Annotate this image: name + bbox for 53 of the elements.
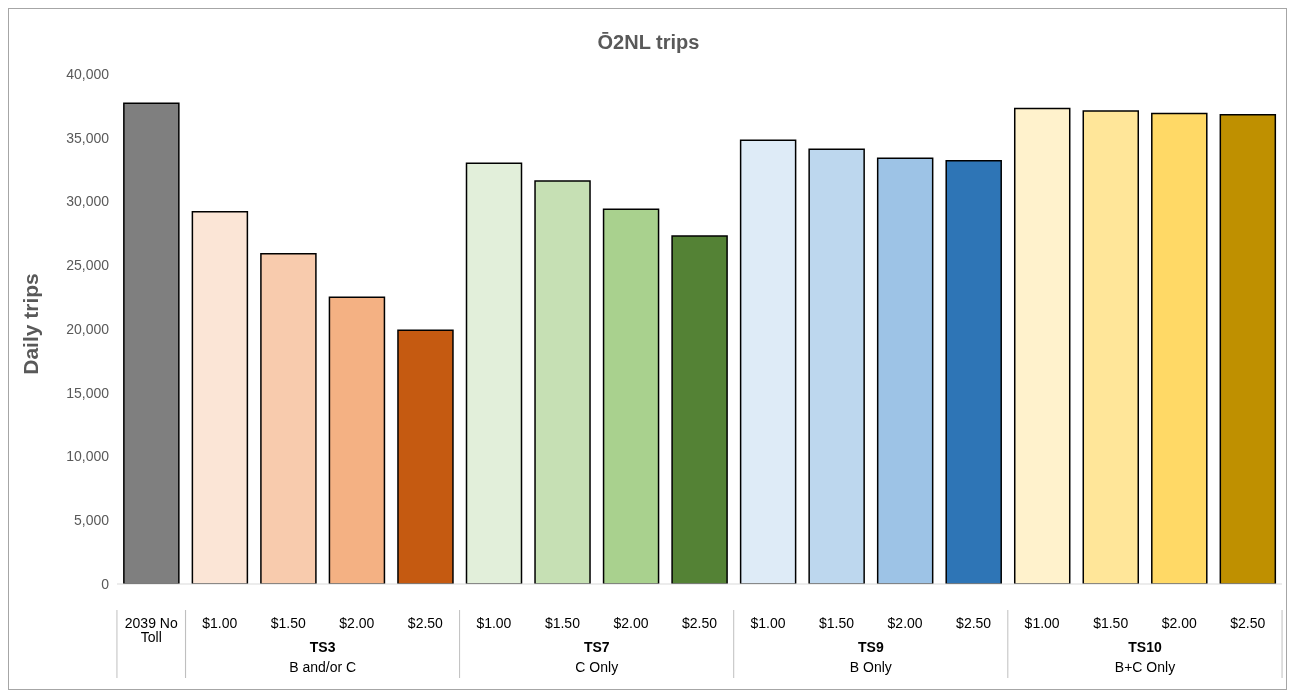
bar — [123, 102, 180, 584]
x-tick-label: 2039 No Toll — [124, 614, 178, 645]
bar — [876, 157, 934, 584]
x-tick-label: $2.00 — [1161, 614, 1197, 631]
bar — [465, 162, 523, 584]
y-tick-label: 40,000 — [66, 65, 110, 82]
x-tick-label: $2.00 — [339, 614, 375, 631]
x-tick-label: $1.50 — [270, 614, 307, 631]
bar — [602, 208, 660, 584]
bar — [328, 296, 386, 584]
x-tick-label: $1.00 — [1024, 614, 1060, 631]
x-tick-label: $1.50 — [544, 614, 581, 631]
text: TS7 — [583, 639, 610, 655]
y-tick-label: 5,000 — [73, 512, 110, 529]
text: B+C Only — [1114, 659, 1176, 675]
y-axis-title: Daily trips — [19, 273, 43, 375]
bar — [808, 148, 865, 584]
text: B and/or C — [289, 659, 357, 675]
bar — [739, 139, 797, 584]
x-tick-label: $2.50 — [956, 614, 992, 631]
x-tick-label: $2.00 — [887, 614, 923, 631]
text: C Only — [575, 659, 619, 675]
y-tick-label: 30,000 — [66, 193, 110, 210]
bar — [397, 329, 454, 584]
y-tick-label: 15,000 — [66, 384, 110, 401]
bar — [1151, 112, 1208, 584]
text: TS10 — [1128, 639, 1162, 655]
x-tick-label: $1.00 — [476, 614, 512, 631]
bar — [1013, 107, 1071, 584]
y-tick-label: 0 — [101, 575, 110, 592]
y-tick-label: 20,000 — [66, 320, 110, 337]
x-tick-label: $2.00 — [613, 614, 649, 631]
text: TS9 — [858, 639, 884, 655]
bar — [945, 159, 1002, 584]
bar — [1219, 114, 1277, 584]
y-tick-label: 35,000 — [66, 129, 110, 146]
y-tick-label: 10,000 — [66, 448, 110, 465]
text: B Only — [849, 659, 892, 675]
bar — [1082, 110, 1140, 584]
chart-title: Ō2NL trips — [596, 31, 701, 54]
bar — [191, 210, 249, 584]
x-tick-label: $1.50 — [1093, 614, 1129, 631]
x-tick-label: $1.50 — [819, 614, 855, 631]
x-tick-label: $2.50 — [407, 614, 444, 631]
x-tick-label: $2.50 — [681, 614, 718, 631]
y-tick-label: 25,000 — [66, 257, 110, 274]
text: TS3 — [309, 639, 336, 655]
bar — [534, 180, 591, 584]
bar — [671, 235, 728, 584]
x-tick-label: $1.00 — [202, 614, 238, 631]
x-tick-label: $2.50 — [1230, 614, 1266, 631]
x-tick-label: $1.00 — [750, 614, 786, 631]
bar — [260, 253, 317, 584]
